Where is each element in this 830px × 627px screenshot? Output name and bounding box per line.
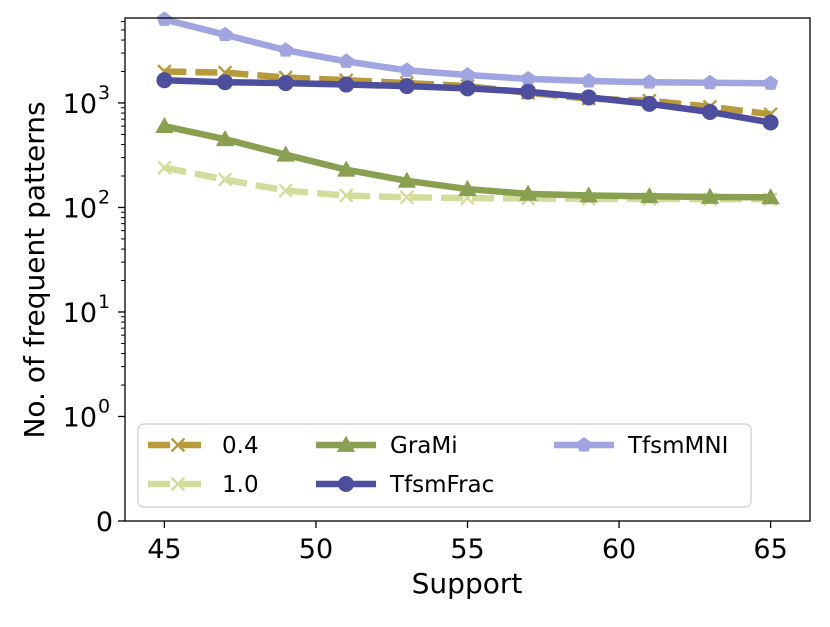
data-point (520, 70, 536, 86)
y-tick-label: 10 (63, 89, 97, 120)
data-point (700, 187, 720, 204)
data-point (217, 74, 234, 91)
data-point (701, 103, 718, 120)
data-point (278, 42, 294, 57)
legend-label: 0.4 (222, 433, 259, 459)
y-tick-exponent: 2 (98, 186, 110, 208)
x-axis-label: Support (412, 567, 523, 600)
data-point (215, 130, 235, 147)
data-point (155, 116, 174, 134)
data-point (458, 179, 477, 196)
legend-marker (170, 476, 186, 492)
data-point (278, 183, 293, 198)
y-tick-label: 10 (63, 402, 97, 433)
series-layer (155, 11, 780, 207)
data-point (399, 62, 415, 77)
data-point (520, 83, 537, 100)
y-tick-exponent: 1 (98, 291, 110, 313)
y-tick-exponent: 0 (98, 395, 110, 417)
legend-marker (338, 476, 354, 492)
legend-label: 1.0 (222, 472, 259, 498)
data-point (761, 188, 780, 205)
y-tick-exponent: 3 (98, 82, 110, 104)
data-point (640, 187, 659, 204)
y-tick-label: 0 (96, 507, 113, 538)
y-axis-label: No. of frequent patterns (18, 101, 51, 438)
data-point (217, 26, 233, 42)
legend-marker (336, 435, 356, 452)
data-point (338, 53, 354, 68)
legend: 0.4 1.0 GraMi TfsmFrac TfsmMNI (137, 423, 752, 508)
series-tfsmfrac (156, 72, 779, 131)
data-point (702, 74, 718, 90)
data-point (399, 190, 415, 205)
x-tick-label: 50 (299, 534, 333, 565)
x-tick-label: 55 (450, 534, 484, 565)
data-point (518, 184, 538, 201)
data-point (337, 160, 356, 177)
data-point (397, 171, 417, 188)
x-tick-label: 60 (602, 534, 636, 565)
data-point (156, 11, 173, 26)
data-point (398, 78, 415, 95)
data-point (276, 145, 295, 162)
legend-marker (170, 437, 186, 453)
data-point (641, 95, 658, 112)
y-tick-label: 10 (63, 298, 97, 329)
data-point (641, 74, 657, 89)
data-point (581, 73, 597, 88)
x-axis-ticks: 45 50 55 60 65 (147, 521, 788, 565)
data-point (579, 186, 598, 203)
series-tfsmmni (156, 11, 779, 90)
legend-label: GraMi (390, 433, 458, 459)
data-point (580, 89, 597, 106)
data-point (762, 75, 779, 90)
legend-marker (576, 437, 592, 452)
data-point (459, 80, 476, 97)
x-tick-label: 45 (147, 534, 181, 565)
data-point (217, 172, 233, 187)
data-point (156, 72, 173, 89)
x-tick-label: 65 (753, 534, 787, 565)
series-grami (155, 116, 780, 205)
data-point (157, 160, 172, 175)
y-tick-label: 10 (63, 193, 97, 224)
legend-label: TfsmFrac (389, 472, 494, 498)
legend-label: TfsmMNI (627, 433, 728, 459)
data-point (459, 67, 476, 82)
series-line-0-4 (164, 68, 771, 118)
data-point (338, 76, 355, 93)
data-point (277, 75, 294, 92)
data-point (762, 114, 779, 131)
data-point (339, 188, 354, 203)
